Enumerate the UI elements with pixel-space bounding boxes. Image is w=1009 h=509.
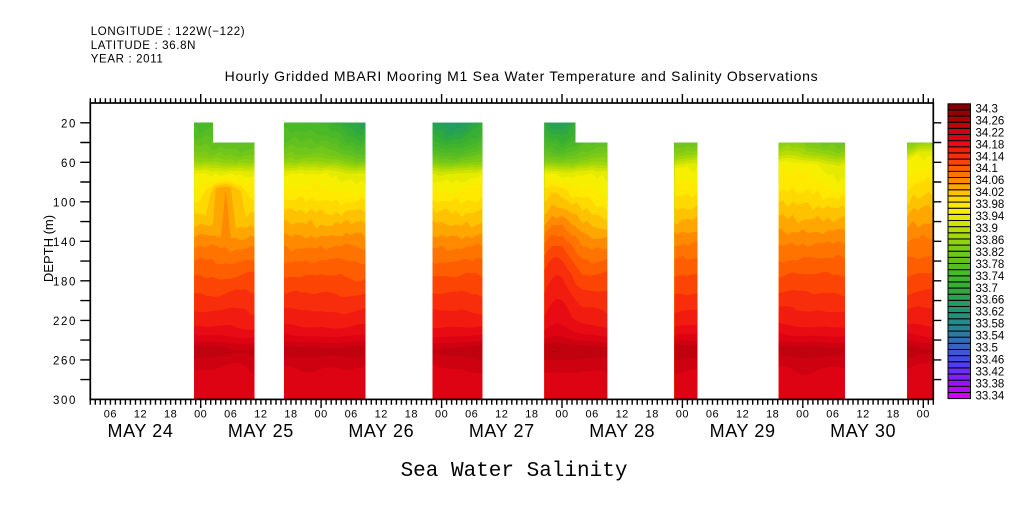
svg-text:12: 12: [495, 409, 508, 421]
svg-text:34.26: 34.26: [976, 116, 1005, 128]
svg-text:00: 00: [435, 409, 448, 421]
svg-text:220: 220: [53, 316, 77, 328]
svg-text:20: 20: [61, 119, 77, 131]
svg-text:06: 06: [345, 409, 358, 421]
svg-text:Sea Water Salinity: Sea Water Salinity: [401, 460, 628, 483]
svg-text:33.78: 33.78: [976, 259, 1005, 271]
svg-text:MAY 30: MAY 30: [830, 421, 896, 441]
svg-text:100: 100: [53, 198, 77, 210]
svg-text:00: 00: [555, 409, 568, 421]
svg-text:12: 12: [856, 409, 869, 421]
svg-text:34.3: 34.3: [976, 104, 998, 116]
svg-text:18: 18: [284, 409, 297, 421]
svg-text:260: 260: [53, 356, 77, 368]
svg-text:33.94: 33.94: [976, 211, 1005, 223]
svg-text:00: 00: [917, 409, 930, 421]
svg-text:33.5: 33.5: [976, 343, 998, 355]
svg-text:06: 06: [585, 409, 598, 421]
svg-text:18: 18: [766, 409, 779, 421]
svg-text:33.42: 33.42: [976, 366, 1005, 378]
svg-text:33.54: 33.54: [976, 331, 1005, 343]
svg-text:00: 00: [796, 409, 809, 421]
svg-text:33.74: 33.74: [976, 271, 1005, 283]
svg-text:06: 06: [706, 409, 719, 421]
svg-text:34.02: 34.02: [976, 187, 1005, 199]
svg-text:33.38: 33.38: [976, 378, 1005, 390]
svg-text:12: 12: [736, 409, 749, 421]
svg-text:33.98: 33.98: [976, 199, 1005, 211]
svg-text:33.46: 33.46: [976, 354, 1005, 366]
svg-text:300: 300: [53, 395, 77, 407]
svg-text:33.82: 33.82: [976, 247, 1005, 259]
svg-text:00: 00: [676, 409, 689, 421]
svg-text:18: 18: [646, 409, 659, 421]
svg-text:33.66: 33.66: [976, 295, 1005, 307]
svg-text:34.22: 34.22: [976, 127, 1005, 139]
svg-text:18: 18: [405, 409, 418, 421]
svg-text:140: 140: [53, 237, 77, 249]
svg-text:12: 12: [375, 409, 388, 421]
svg-text:MAY 25: MAY 25: [228, 421, 294, 441]
svg-text:Hourly Gridded MBARI Mooring M: Hourly Gridded MBARI Mooring M1 Sea Wate…: [225, 68, 819, 84]
svg-text:DEPTH (m): DEPTH (m): [41, 215, 56, 282]
svg-text:00: 00: [314, 409, 327, 421]
svg-text:12: 12: [254, 409, 267, 421]
svg-text:MAY 24: MAY 24: [108, 421, 174, 441]
svg-text:34.18: 34.18: [976, 139, 1005, 151]
svg-text:34.14: 34.14: [976, 151, 1005, 163]
svg-text:YEAR : 2011: YEAR : 2011: [91, 53, 164, 65]
svg-text:MAY 26: MAY 26: [348, 421, 414, 441]
svg-text:06: 06: [826, 409, 839, 421]
svg-text:180: 180: [53, 277, 77, 289]
svg-text:33.62: 33.62: [976, 307, 1005, 319]
svg-text:MAY 27: MAY 27: [469, 421, 535, 441]
svg-text:33.9: 33.9: [976, 223, 998, 235]
svg-text:34.1: 34.1: [976, 163, 998, 175]
svg-text:33.58: 33.58: [976, 319, 1005, 331]
svg-text:18: 18: [525, 409, 538, 421]
svg-text:06: 06: [104, 409, 117, 421]
svg-text:MAY 28: MAY 28: [589, 421, 655, 441]
svg-text:MAY 29: MAY 29: [710, 421, 776, 441]
svg-text:33.7: 33.7: [976, 283, 998, 295]
svg-text:33.34: 33.34: [976, 390, 1005, 402]
svg-text:18: 18: [887, 409, 900, 421]
svg-text:00: 00: [194, 409, 207, 421]
svg-text:06: 06: [224, 409, 237, 421]
svg-text:12: 12: [134, 409, 147, 421]
svg-text:LONGITUDE : 122W(−122): LONGITUDE : 122W(−122): [91, 26, 246, 38]
svg-text:18: 18: [164, 409, 177, 421]
svg-text:60: 60: [61, 158, 77, 170]
svg-text:LATITUDE : 36.8N: LATITUDE : 36.8N: [91, 40, 196, 52]
svg-text:34.06: 34.06: [976, 175, 1005, 187]
svg-text:06: 06: [465, 409, 478, 421]
svg-text:33.86: 33.86: [976, 235, 1005, 247]
svg-text:12: 12: [616, 409, 629, 421]
